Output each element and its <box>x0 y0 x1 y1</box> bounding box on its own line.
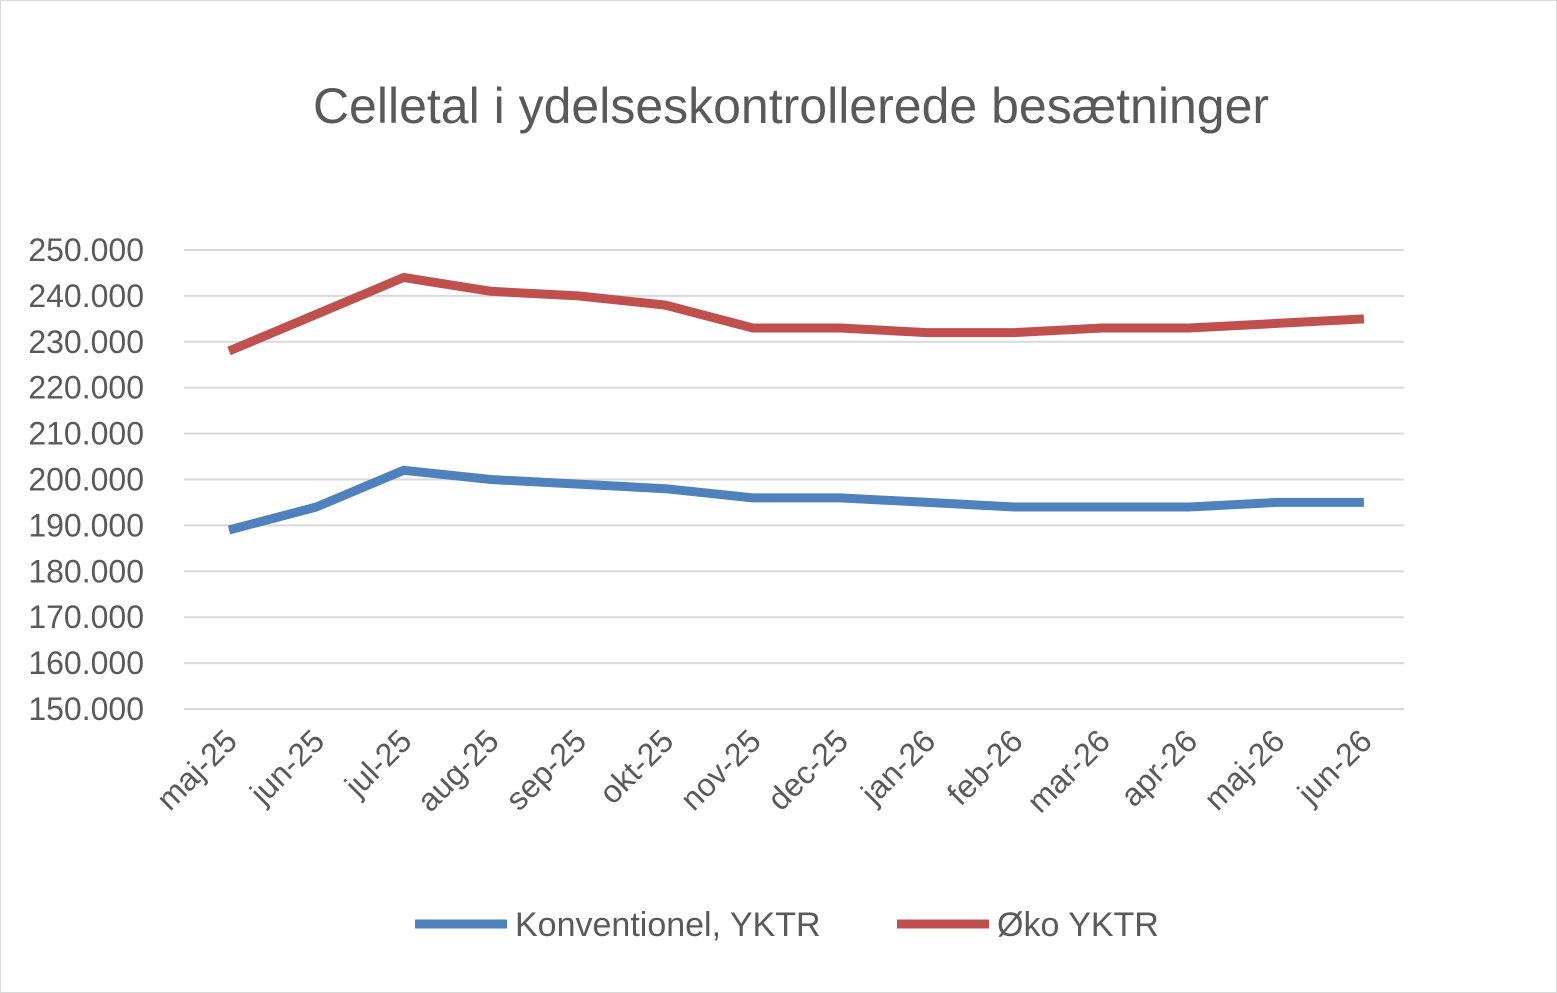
y-tick-label: 190.000 <box>28 507 144 543</box>
series-line-oko <box>227 273 1365 356</box>
x-tick-label: okt-25 <box>592 722 680 810</box>
legend-label: Konventionel, YKTR <box>515 906 821 944</box>
legend-label: Øko YKTR <box>997 906 1159 944</box>
x-tick-label: maj-26 <box>1197 722 1292 817</box>
y-tick-label: 150.000 <box>28 691 144 727</box>
x-tick-label: nov-25 <box>673 722 768 817</box>
legend: Konventionel, YKTR Øko YKTR <box>415 906 1159 944</box>
y-tick-label: 160.000 <box>28 645 144 681</box>
gridlines <box>184 249 1404 710</box>
x-tick-label: jul-25 <box>337 722 419 804</box>
series-line-konventionel <box>227 465 1364 535</box>
chart-title: Celletal i ydelseskontrollerede besætnin… <box>313 78 1269 134</box>
x-tick-label: feb-26 <box>940 722 1030 812</box>
x-tick-label: sep-25 <box>499 722 594 817</box>
y-tick-label: 210.000 <box>28 416 144 452</box>
x-tick-label: dec-25 <box>760 722 855 817</box>
series-lines <box>227 273 1365 535</box>
x-tick-label: jun-26 <box>1290 722 1379 811</box>
y-tick-label: 170.000 <box>28 599 144 635</box>
y-tick-label: 250.000 <box>28 232 144 268</box>
y-tick-label: 200.000 <box>28 462 144 498</box>
y-tick-label: 220.000 <box>28 370 144 406</box>
y-axis-ticks: 150.000 160.000 170.000 180.000 190.000 200.0… <box>28 232 144 727</box>
y-tick-label: 180.000 <box>28 553 144 589</box>
x-tick-label: aug-25 <box>410 722 506 818</box>
x-tick-label: maj-25 <box>149 722 244 817</box>
x-tick-label: apr-26 <box>1113 722 1204 813</box>
y-tick-label: 240.000 <box>28 278 144 314</box>
x-tick-label: jun-25 <box>242 722 331 811</box>
y-tick-label: 230.000 <box>28 324 144 360</box>
x-tick-label: jan-26 <box>853 722 942 811</box>
x-tick-label: mar-26 <box>1020 722 1117 819</box>
